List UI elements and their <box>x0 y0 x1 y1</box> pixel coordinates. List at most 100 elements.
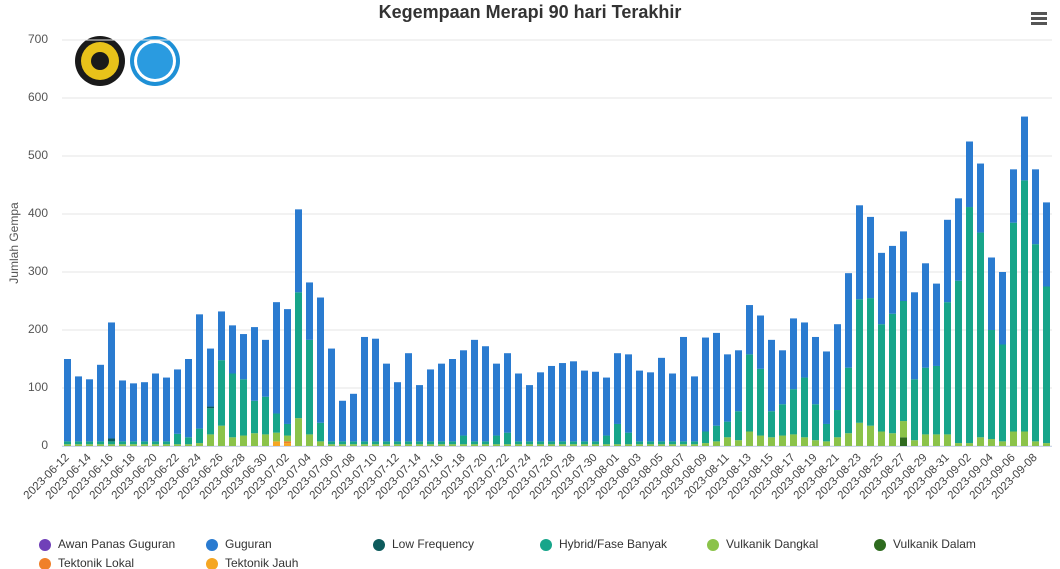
legend-marker[interactable] <box>206 539 218 551</box>
bar-segment <box>669 444 676 446</box>
legend-marker[interactable] <box>540 539 552 551</box>
bar-segment <box>867 425 874 446</box>
y-tick-label: 400 <box>28 206 48 220</box>
legend-label[interactable]: Tektonik Jauh <box>225 556 298 569</box>
legend-marker[interactable] <box>39 558 51 569</box>
bar-segment <box>328 348 335 442</box>
bar-segment <box>64 444 71 446</box>
bar-segment <box>152 441 159 445</box>
bar-segment <box>64 359 71 442</box>
bar-segment <box>515 441 522 445</box>
bar-segment <box>460 350 467 436</box>
bar-segment <box>570 441 577 445</box>
bar-segment <box>108 322 115 439</box>
bar-segment <box>174 444 181 446</box>
bar-segment <box>625 432 632 445</box>
bar-segment <box>460 435 467 445</box>
legend-label[interactable]: Low Frequency <box>392 537 474 551</box>
bar-segment <box>768 411 775 438</box>
bar-segment <box>735 411 742 441</box>
legend-label[interactable]: Vulkanik Dalam <box>893 537 976 551</box>
bar-segment <box>867 298 874 426</box>
bar-segment <box>889 245 896 314</box>
bar-segment <box>724 421 731 438</box>
bar-segment <box>119 444 126 446</box>
bar-segment <box>196 428 203 444</box>
bar-segment <box>350 441 357 445</box>
legend-marker[interactable] <box>373 539 385 551</box>
bar-segment <box>845 273 852 368</box>
bar-segment <box>999 441 1006 446</box>
bar-segment <box>75 441 82 445</box>
bar-segment <box>790 389 797 435</box>
legend-label[interactable]: Vulkanik Dangkal <box>726 537 818 551</box>
bar-segment <box>614 423 621 445</box>
bar-segment <box>75 376 82 442</box>
bar-segment <box>559 441 566 445</box>
bar-segment <box>493 444 500 446</box>
bar-segment <box>548 444 555 446</box>
bar-segment <box>801 322 808 378</box>
bar-segment <box>339 444 346 446</box>
bar-segment <box>108 444 115 446</box>
bar-segment <box>383 444 390 446</box>
bar-segment <box>273 413 280 433</box>
bar-segment <box>625 354 632 433</box>
y-tick-label: 600 <box>28 90 48 104</box>
legend-label[interactable]: Hybrid/Fase Banyak <box>559 537 668 551</box>
bar-segment <box>537 441 544 445</box>
bar-segment <box>944 219 951 303</box>
bar-segment <box>801 377 808 438</box>
bar-segment <box>196 443 203 446</box>
bar-segment <box>218 425 225 446</box>
bar-segment <box>944 302 951 435</box>
legend-marker[interactable] <box>206 558 218 569</box>
bar-segment <box>152 373 159 442</box>
bar-segment <box>251 327 258 401</box>
bar-segment <box>922 434 929 446</box>
bar-segment <box>790 318 797 390</box>
bar-segment <box>416 441 423 445</box>
bar-segment <box>1043 202 1050 287</box>
bar-segment <box>669 373 676 442</box>
bar-segment <box>823 441 830 446</box>
bar-segment <box>427 444 434 446</box>
bar-segment <box>97 441 104 445</box>
bar-segment <box>317 441 324 446</box>
bar-segment <box>889 313 896 434</box>
legend-label[interactable]: Tektonik Lokal <box>58 556 134 569</box>
bar-segment <box>438 444 445 446</box>
bar-segment <box>295 418 302 446</box>
legend-label[interactable]: Guguran <box>225 537 272 551</box>
bar-segment <box>779 404 786 436</box>
bar-segment <box>86 441 93 445</box>
legend-label[interactable]: Awan Panas Guguran <box>58 537 175 551</box>
menu-button[interactable] <box>1024 6 1050 30</box>
bar-segment <box>988 330 995 440</box>
bar-segment <box>130 441 137 445</box>
bar-segment <box>900 231 907 301</box>
bar-segment <box>658 441 665 445</box>
bar-segment <box>273 432 280 442</box>
bar-segment <box>691 376 698 442</box>
bar-segment <box>955 443 962 446</box>
bar-segment <box>768 339 775 412</box>
legend-marker[interactable] <box>707 539 719 551</box>
bar-segment <box>790 434 797 446</box>
bar-segment <box>922 263 929 368</box>
bar-segment <box>768 437 775 446</box>
legend-marker[interactable] <box>874 539 886 551</box>
bar-segment <box>647 444 654 446</box>
legend-marker[interactable] <box>39 539 51 551</box>
bar-segment <box>482 441 489 445</box>
bar-segment <box>955 198 962 281</box>
bar-segment <box>834 410 841 438</box>
bar-segment <box>911 440 918 446</box>
bar-segment <box>636 441 643 445</box>
bar-segment <box>647 372 654 442</box>
bar-segment <box>361 441 368 445</box>
bar-segment <box>262 396 269 435</box>
bar-segment <box>306 339 313 435</box>
bar-segment <box>955 280 962 444</box>
bar-segment <box>1032 169 1039 245</box>
